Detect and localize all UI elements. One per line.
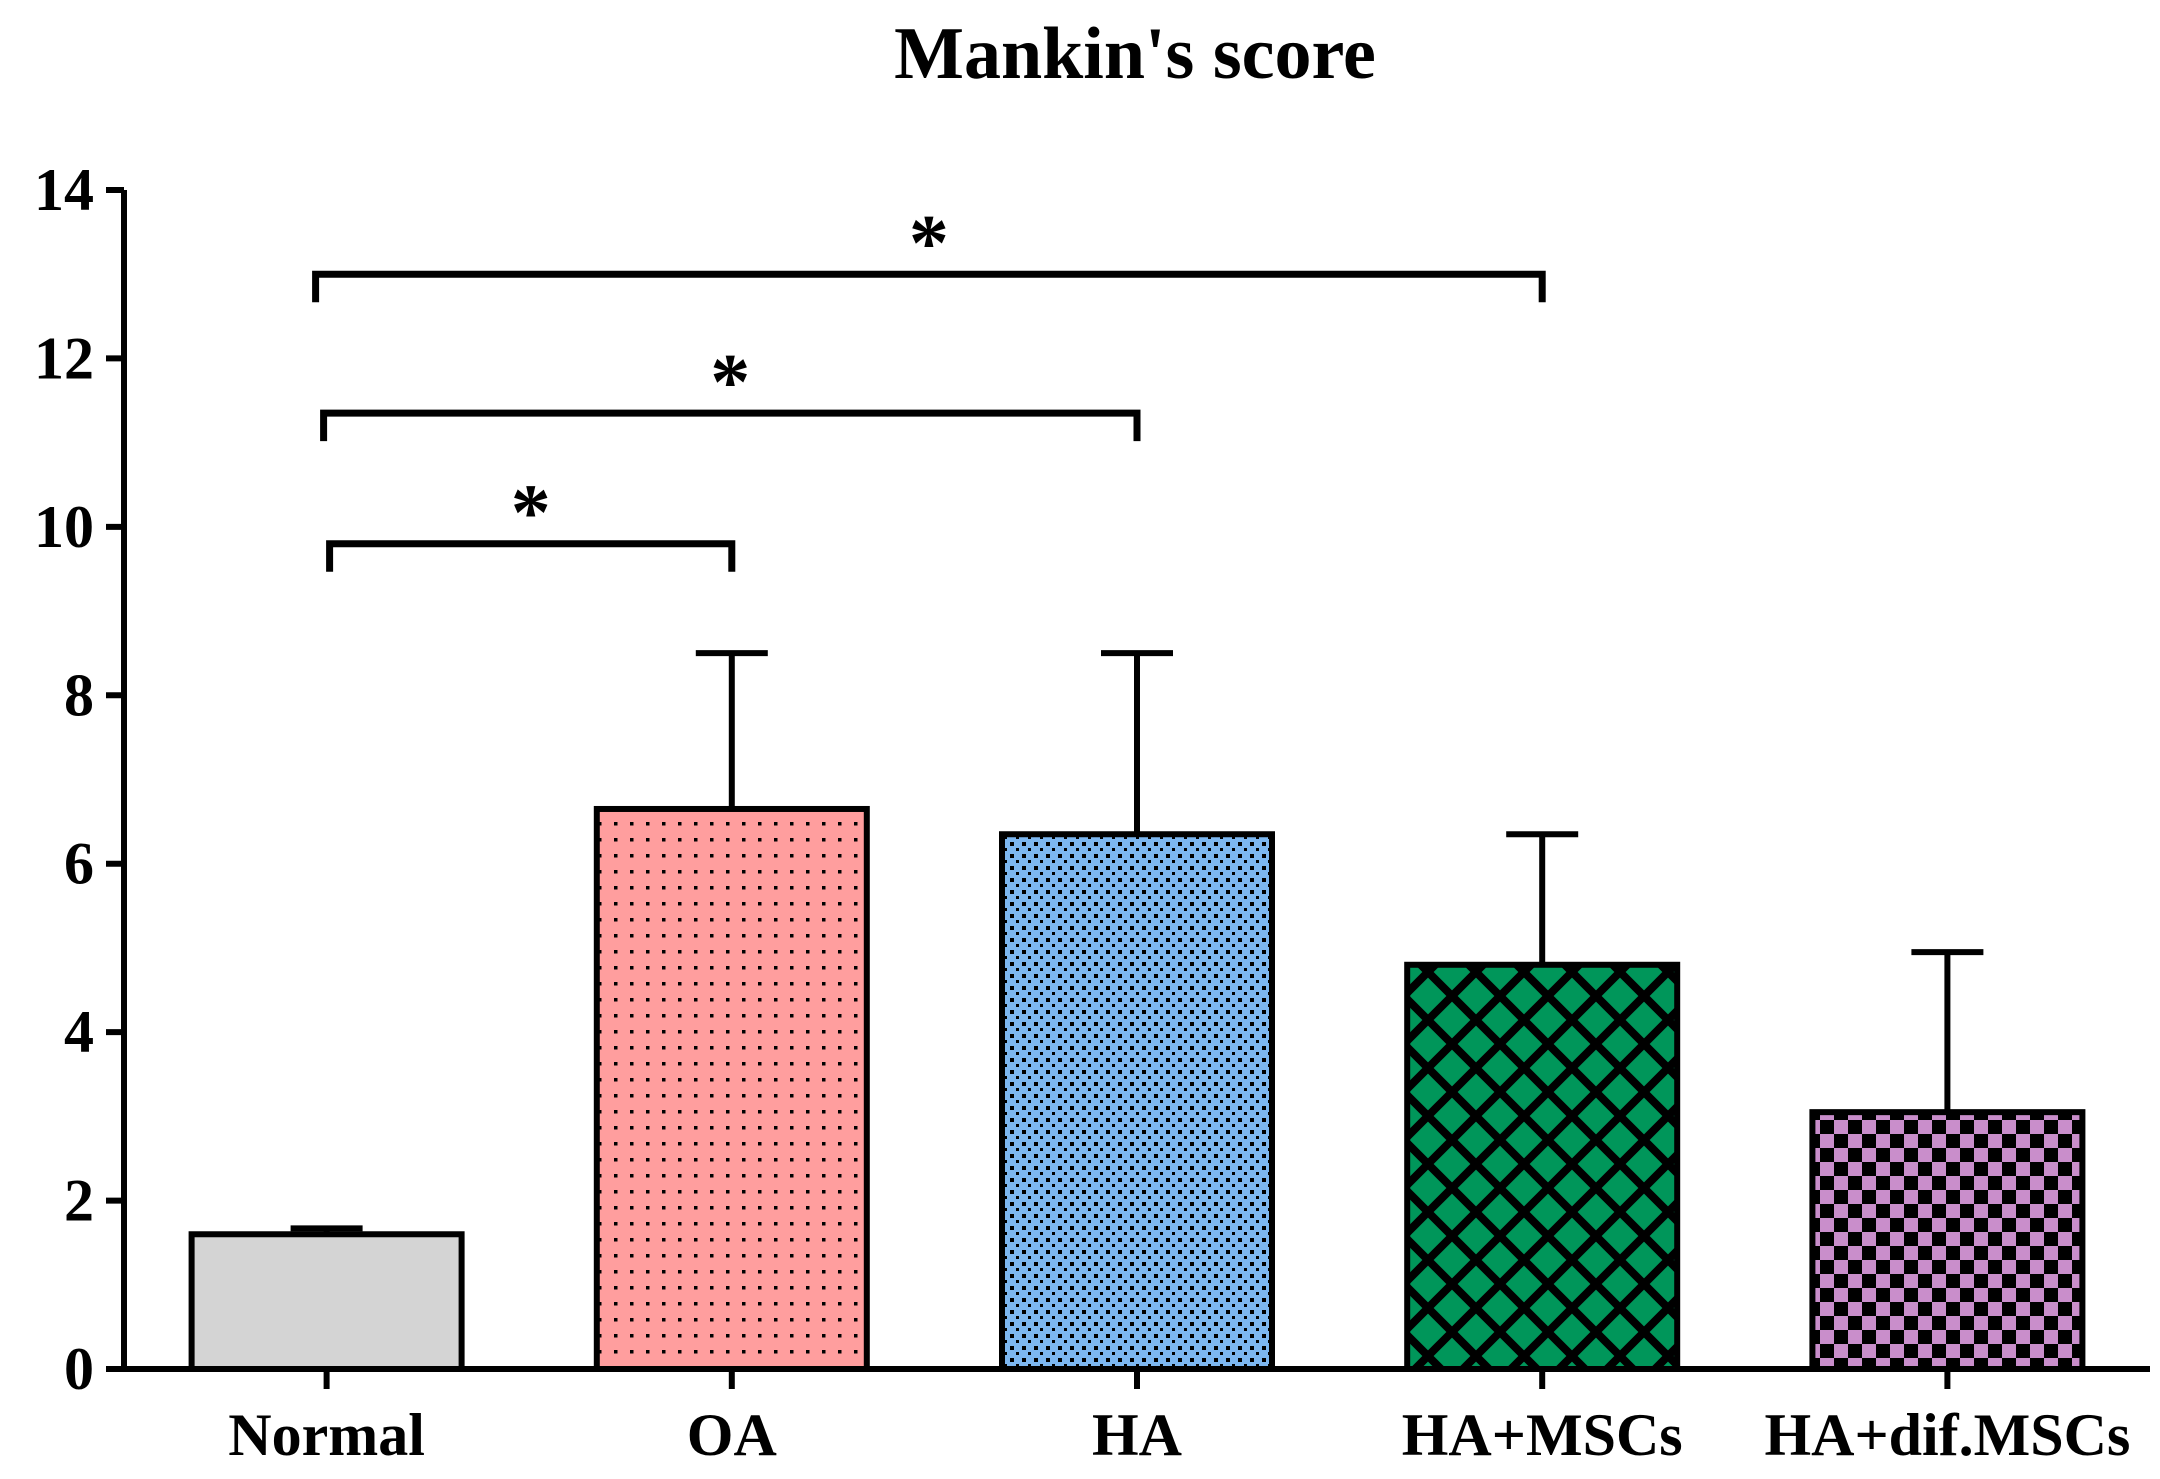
significance-bracket [312, 270, 1546, 303]
y-tick-label: 4 [64, 999, 94, 1065]
x-category-label: Normal [228, 1402, 425, 1468]
significance-bracket [326, 540, 736, 572]
significance-star: * [710, 339, 750, 427]
significance-star: * [511, 470, 551, 558]
bar [1404, 961, 1681, 1372]
significance-brackets: * * * [312, 200, 1546, 572]
x-category-label: HA+dif.MSCs [1764, 1402, 2130, 1468]
bar [999, 831, 1275, 1372]
y-tick-label: 14 [34, 157, 94, 223]
y-tick-label: 8 [64, 662, 94, 728]
x-category-label: HA+MSCs [1402, 1402, 1683, 1468]
y-tick-label: 10 [34, 494, 94, 560]
y-tick-label: 12 [34, 325, 94, 391]
y-tick-label: 0 [64, 1336, 94, 1402]
bar [593, 805, 870, 1372]
bar [188, 1231, 465, 1373]
significance-bracket [320, 409, 1141, 442]
x-category-label: HA [1092, 1402, 1182, 1468]
significance-star: * [909, 200, 949, 288]
y-tick-label: 6 [64, 831, 94, 897]
y-axis: 0 2 4 6 8 10 12 14 [34, 157, 127, 1402]
chart-title: Mankin's score [894, 13, 1376, 95]
y-tick-label: 2 [64, 1168, 94, 1234]
bar [1809, 1109, 2086, 1373]
bars [188, 650, 2086, 1373]
x-category-label: OA [687, 1402, 777, 1468]
x-axis: Normal OA HA HA+MSCs HA+dif.MSCs [121, 1366, 2150, 1468]
